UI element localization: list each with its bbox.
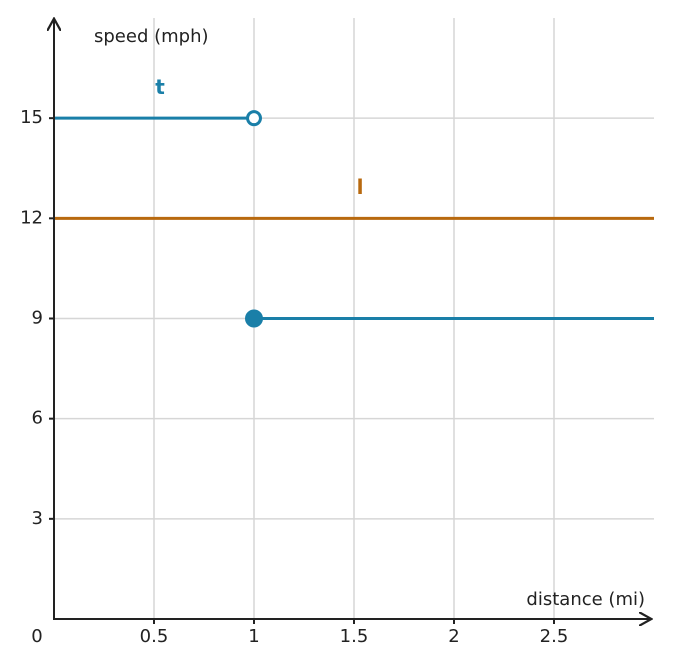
series-label: t	[155, 75, 165, 99]
y-tick-label: 6	[32, 408, 43, 429]
origin-label: 0	[31, 626, 42, 647]
x-tick-label: 0.5	[140, 626, 169, 647]
y-tick-label: 12	[20, 207, 43, 228]
open-endpoint	[246, 110, 262, 127]
x-tick-label: 2	[448, 626, 459, 647]
plot-area	[54, 110, 654, 328]
y-tick-label: 9	[32, 308, 43, 329]
series-label: l	[357, 175, 364, 199]
x-tick-label: 2.5	[540, 626, 569, 647]
y-tick-label: 3	[32, 508, 43, 529]
y-tick-label: 15	[20, 107, 43, 128]
x-axis-label: distance (mi)	[526, 589, 645, 610]
x-tick-label: 1.5	[340, 626, 369, 647]
y-axis-label: speed (mph)	[94, 26, 209, 47]
closed-endpoint	[245, 309, 263, 328]
series-line	[54, 116, 654, 320]
x-tick-label: 1	[248, 626, 259, 647]
